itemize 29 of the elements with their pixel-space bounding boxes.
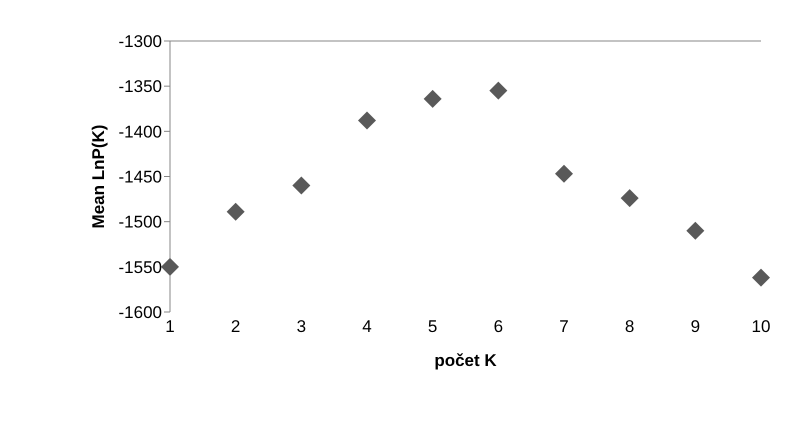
y-tick-label: -1400: [118, 122, 162, 142]
point: [686, 222, 704, 240]
x-axis-title: počet K: [434, 351, 498, 370]
x-tick-label: 10: [752, 317, 770, 336]
point: [620, 189, 639, 208]
x-tick-label: 1: [165, 317, 175, 336]
x-tick-label: 5: [428, 317, 438, 336]
point: [292, 176, 310, 195]
x-tick-label: 9: [690, 317, 700, 336]
x-tick-label: 3: [296, 317, 306, 336]
x-tick-label: 6: [494, 317, 504, 336]
point: [161, 258, 179, 276]
x-tick-label: 8: [624, 317, 634, 336]
x-tick-label: 4: [362, 317, 372, 336]
y-tick-label: -1450: [118, 168, 162, 187]
y-tick-label: -1350: [118, 77, 162, 96]
point: [358, 111, 376, 130]
y-tick-label: -1550: [118, 258, 162, 277]
y-axis-title: Mean LnP(K): [89, 124, 108, 228]
x-tick-label: 2: [230, 317, 240, 336]
point: [424, 90, 442, 108]
y-tick-label: -1300: [118, 32, 162, 52]
point: [226, 202, 245, 221]
y-tick-label: -1600: [118, 303, 162, 322]
y-tick-label: -1500: [118, 212, 162, 232]
point: [555, 164, 573, 183]
x-tick-label: 7: [559, 317, 569, 336]
point: [752, 268, 770, 287]
point: [489, 82, 508, 100]
